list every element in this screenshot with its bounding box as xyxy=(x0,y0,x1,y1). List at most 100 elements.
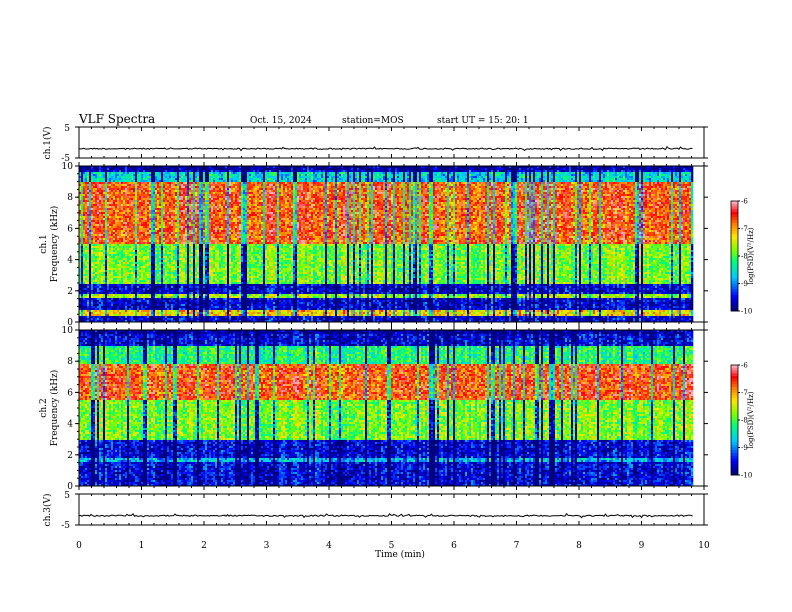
ch2-spectrogram-column xyxy=(299,330,301,486)
ch1-spectrogram-column xyxy=(415,166,417,322)
ch1-spectrogram-column xyxy=(555,166,557,322)
ch2-spectrogram-column xyxy=(317,330,319,486)
ch1-spectrogram-column xyxy=(679,166,681,322)
ch2-spectrogram-column xyxy=(367,330,369,486)
ch2-spectrogram-column xyxy=(653,330,655,486)
ch1-spectrogram-column xyxy=(85,166,87,322)
ch1-spectrogram-column xyxy=(541,166,543,322)
ch2-spectrogram-column xyxy=(619,330,621,486)
ch2-spectrogram-ytick-label-5: 10 xyxy=(62,326,74,336)
ch2-spectrogram-column xyxy=(261,330,263,486)
ch1-spectrogram-column xyxy=(681,166,683,322)
ch1-spectrogram-column xyxy=(377,166,379,322)
ch2-spectrogram-column xyxy=(481,330,483,486)
ch2-spectrogram-column xyxy=(405,330,407,486)
ch1-spectrogram-column xyxy=(567,166,569,322)
ch2-spectrogram-column xyxy=(421,330,423,486)
ch1-spectrogram-column xyxy=(109,166,111,322)
ch1-spectrogram-column xyxy=(363,166,365,322)
ch2-spectrogram-column xyxy=(137,330,139,486)
ch1-spectrogram-column xyxy=(579,166,581,322)
ch1-spectrogram-column xyxy=(381,166,383,322)
ch1-spectrogram-column xyxy=(351,166,353,322)
ch1-spectrogram-column xyxy=(265,166,267,322)
ch2-spectrogram-column xyxy=(259,330,261,486)
ch2-spectrogram-column xyxy=(253,330,255,486)
ch2-spectrogram-column xyxy=(479,330,481,486)
ch1-spectrogram-column xyxy=(577,166,579,322)
ch2-spectrogram-column xyxy=(125,330,127,486)
figure-title: VLF Spectra xyxy=(78,112,155,126)
ch1-spectrogram-column xyxy=(299,166,301,322)
ch1-spectrogram-column xyxy=(413,166,415,322)
ch2-spectrogram-column xyxy=(179,330,181,486)
ch2-spectrogram-column xyxy=(445,330,447,486)
ch1-spectrogram-column xyxy=(149,166,151,322)
ch2-spectrogram-column xyxy=(489,330,491,486)
ch2-spectrogram-column xyxy=(143,330,145,486)
ch1-spectrogram-column xyxy=(323,166,325,322)
ch1-spectrogram-column xyxy=(315,166,317,322)
ch2-spectrogram-column xyxy=(591,330,593,486)
ch2-spectrogram-column xyxy=(211,330,213,486)
ch2-spectrogram-column xyxy=(341,330,343,486)
ch1-spectrogram-column xyxy=(461,166,463,322)
ch1-spectrogram-column xyxy=(121,166,123,322)
ch1-spectrogram-column xyxy=(103,166,105,322)
ch2-spectrogram-column xyxy=(545,330,547,486)
ch2-spectrogram-column xyxy=(649,330,651,486)
ch2-spectrogram-column xyxy=(667,330,669,486)
ch1-spectrogram-column xyxy=(163,166,165,322)
ch2-spectrogram-column xyxy=(331,330,333,486)
ch2-spectrogram-column xyxy=(217,330,219,486)
ch1-spectrogram-column xyxy=(273,166,275,322)
ch2-spectrogram-column xyxy=(549,330,551,486)
time-tick-label-8: 8 xyxy=(576,541,582,551)
ch1-spectrogram-column xyxy=(653,166,655,322)
ch2-spectrogram-column xyxy=(567,330,569,486)
ch1-spectrogram-column xyxy=(501,166,503,322)
ch2-spectrogram-column xyxy=(383,330,385,486)
ch1-spectrogram-column xyxy=(627,166,629,322)
ch1-spectrogram-column xyxy=(245,166,247,322)
ch1-spectrogram-column xyxy=(195,166,197,322)
ch2-spectrogram-column xyxy=(425,330,427,486)
ch1-spectrogram-column xyxy=(239,166,241,322)
ch1-spectrogram-column xyxy=(623,166,625,322)
ch2-spectrogram-column xyxy=(531,330,533,486)
ch1-spectrogram-column xyxy=(601,166,603,322)
ch2-freq-ylabel-2: Frequency (kHz) xyxy=(49,370,60,447)
ch2-spectrogram-column xyxy=(493,330,495,486)
ch1-spectrogram-column xyxy=(507,166,509,322)
ch2-spectrogram-column xyxy=(555,330,557,486)
ch1-spectrogram-column xyxy=(449,166,451,322)
ch2-spectrogram-column xyxy=(129,330,131,486)
ch1-spectrogram-column xyxy=(549,166,551,322)
ch2-spectrogram-column xyxy=(625,330,627,486)
ch1-spectrogram-column xyxy=(145,166,147,322)
ch1-spectrogram-column xyxy=(279,166,281,322)
ch2-spectrogram-column xyxy=(359,330,361,486)
ch2-spectrogram-column xyxy=(607,330,609,486)
ch1-spectrogram-column xyxy=(221,166,223,322)
ch2-spectrogram-column xyxy=(659,330,661,486)
ch1-spectrogram-column xyxy=(423,166,425,322)
ch2-spectrogram-column xyxy=(365,330,367,486)
ch1-spectrogram-column xyxy=(357,166,359,322)
ch2-spectrogram-column xyxy=(447,330,449,486)
ch2-spectrogram-column xyxy=(571,330,573,486)
ch2-spectrogram-column xyxy=(465,330,467,486)
ch2-spectrogram-column xyxy=(229,330,231,486)
ch2-spectrogram-column xyxy=(233,330,235,486)
ch1-spectrogram-column xyxy=(525,166,527,322)
ch2-spectrogram-column xyxy=(173,330,175,486)
ch1-spectrogram-column xyxy=(561,166,563,322)
ch1-spectrogram-column xyxy=(97,166,99,322)
ch1-spectrogram-column xyxy=(307,166,309,322)
ch1-spectrogram-column xyxy=(319,166,321,322)
ch2-colorbar-label: log(PSD)(V²/Hz) xyxy=(747,391,755,448)
ch2-spectrogram-column xyxy=(311,330,313,486)
ch1-spectrogram-column xyxy=(441,166,443,322)
ch2-spectrogram-column xyxy=(431,330,433,486)
ch2-spectrogram-column xyxy=(191,330,193,486)
